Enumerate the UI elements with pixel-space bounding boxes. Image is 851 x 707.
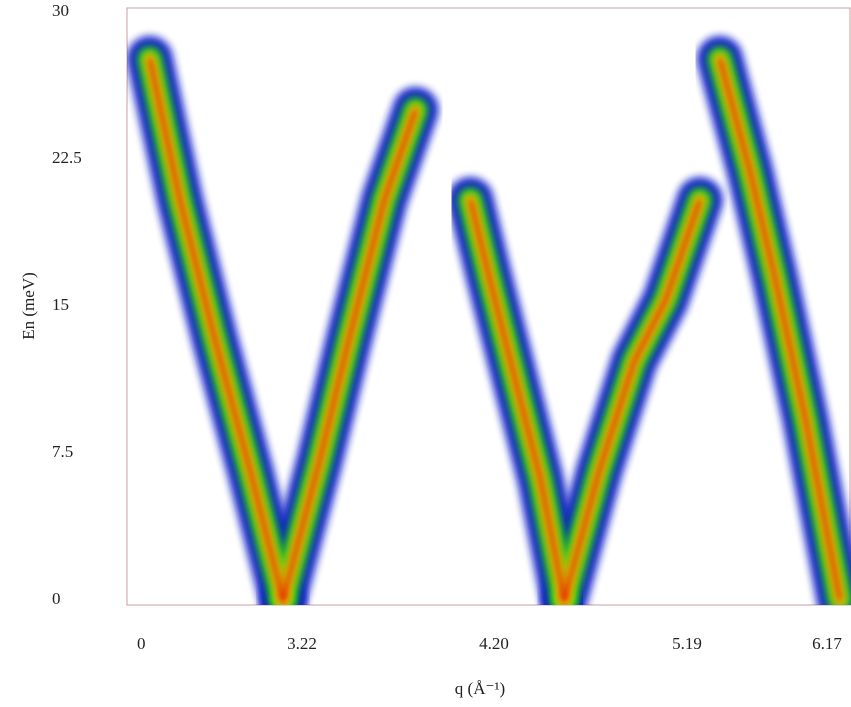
y-tick-label: 0 [52,589,61,608]
x-tick-label: 0 [137,634,146,653]
intensity-branch [280,107,419,604]
y-tick-label: 7.5 [52,442,73,461]
x-tick-label: 5.19 [672,634,702,653]
y-tick-label: 15 [52,295,69,314]
x-tick-label: 4.20 [479,634,509,653]
x-tick-label: 3.22 [287,634,317,653]
intensity-branch [467,197,568,604]
y-axis-label: En (meV) [19,272,38,340]
y-tick-label: 30 [52,1,69,20]
intensity-branch [146,56,286,604]
y-tick-label: 22.5 [52,148,82,167]
intensity-branch [561,197,703,604]
heatmap [127,36,851,605]
x-tick-label: 6.17 [812,634,842,653]
intensity-branch [716,56,843,604]
x-axis-label: q (Å⁻¹) [455,679,505,698]
